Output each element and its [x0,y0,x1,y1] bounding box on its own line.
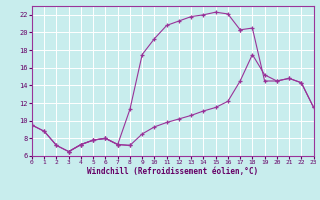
X-axis label: Windchill (Refroidissement éolien,°C): Windchill (Refroidissement éolien,°C) [87,167,258,176]
